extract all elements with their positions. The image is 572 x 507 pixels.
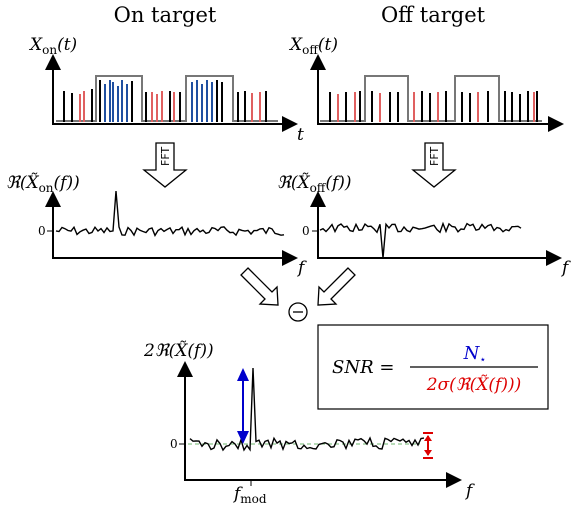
arrow-to-minus-left: [240, 267, 279, 306]
freq-on-f-label: f: [296, 258, 307, 278]
snr-formula-box: SNR = N⋆ 2σ(ℜ(X̃(f))): [317, 324, 549, 410]
events-off: [329, 91, 538, 122]
off-target-title: Off target: [381, 3, 486, 27]
spectrum-on: [55, 190, 285, 237]
re-x-on-f-label: ℜ(X̃on(f)): [6, 173, 80, 195]
time-panel-on: Xon(t) t: [28, 35, 304, 145]
noise-arrow-head-top: [424, 435, 432, 441]
fmod-label: fmod: [232, 484, 267, 506]
x-on-t-label: Xon(t): [28, 35, 77, 57]
spectrum-difference: [189, 367, 425, 452]
result-f-label: f: [464, 481, 475, 501]
re-x-off-f-label: ℜ(X̃off(f)): [277, 173, 352, 195]
fft-label-on: FFT: [159, 147, 172, 166]
result-y-label: 2ℜ(X̃(f)): [143, 341, 214, 361]
freq-on-zero-label: 0: [38, 224, 46, 238]
modulation-wave-on: [56, 75, 278, 122]
time-panel-off: Xoff(t): [288, 35, 564, 132]
signal-arrow-head-top: [237, 368, 249, 381]
freq-panel-off: ℜ(X̃off(f)) f f 0: [277, 173, 571, 278]
freq-off-f-label: f: [560, 258, 571, 278]
result-zero-label: 0: [170, 437, 178, 451]
spectrum-off: [319, 221, 522, 259]
arrow-to-minus-right: [317, 267, 356, 306]
signal-arrow-head-bottom: [237, 431, 249, 444]
freq-panel-on: ℜ(X̃on(f)) 0: [6, 173, 298, 266]
snr-lhs: SNR =: [332, 357, 394, 378]
time-on-t-label: t: [297, 125, 304, 145]
fft-arrow-on: FFT: [142, 142, 188, 188]
fft-label-off: FFT: [428, 147, 441, 166]
fft-arrow-off: FFT: [411, 142, 457, 188]
events-on: [63, 80, 267, 122]
on-target-title: On target: [114, 3, 217, 27]
noise-arrow-head-bottom: [424, 450, 432, 456]
snr-denominator: 2σ(ℜ(X̃(f))): [426, 375, 521, 395]
modulation-wave-off: [320, 75, 542, 122]
x-off-t-label: Xoff(t): [288, 35, 338, 57]
freq-off-zero-label: 0: [302, 224, 310, 238]
